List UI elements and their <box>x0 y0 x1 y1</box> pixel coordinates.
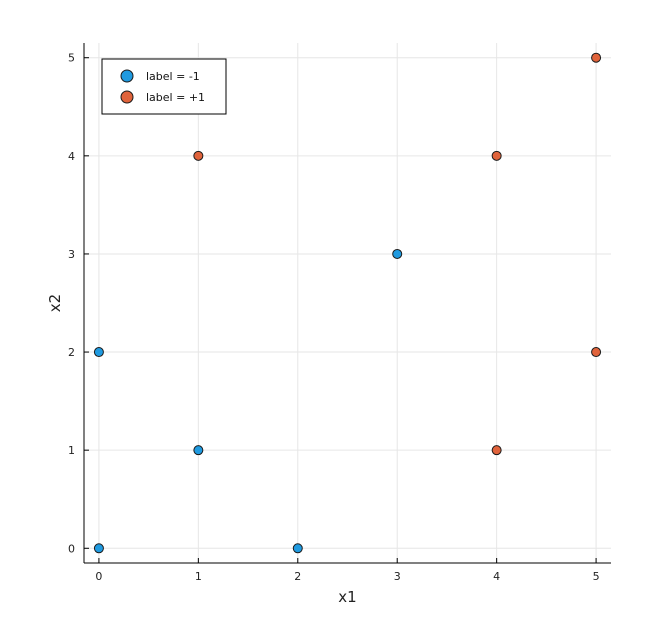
data-point-series-0 <box>392 248 403 259</box>
data-point-series-1 <box>491 445 502 456</box>
axes <box>83 43 611 564</box>
data-point-series-0 <box>93 543 104 554</box>
x-tick-label: 1 <box>195 570 202 583</box>
grid <box>84 43 611 563</box>
y-tick-label: 0 <box>68 542 75 555</box>
data-point-series-0 <box>193 445 204 456</box>
x-tick-label: 5 <box>593 570 600 583</box>
data-point-series-0 <box>292 543 303 554</box>
legend-label: label = -1 <box>146 70 200 83</box>
x-tick-label: 4 <box>493 570 500 583</box>
x-axis-label: x1 <box>338 588 356 606</box>
legend-marker <box>120 69 134 83</box>
legend-label: label = +1 <box>146 91 205 104</box>
x-tick-label: 2 <box>294 570 301 583</box>
y-tick-label: 3 <box>68 248 75 261</box>
x-tick-label: 3 <box>394 570 401 583</box>
tick-labels: 0 1 2 3 4 5 0 1 2 3 4 5 <box>68 52 600 583</box>
y-tick-label: 4 <box>68 150 75 163</box>
data-points <box>93 52 602 554</box>
legend-marker <box>120 90 134 104</box>
data-point-series-1 <box>193 150 204 161</box>
data-point-series-1 <box>591 52 602 63</box>
y-tick-label: 2 <box>68 346 75 359</box>
legend-box <box>101 58 227 115</box>
data-point-series-0 <box>93 347 104 358</box>
y-tick-label: 1 <box>68 444 75 457</box>
data-point-series-1 <box>591 347 602 358</box>
y-axis-label: x2 <box>46 294 64 312</box>
x-tick-label: 0 <box>95 570 102 583</box>
legend: label = -1 label = +1 <box>101 58 227 115</box>
data-point-series-1 <box>491 150 502 161</box>
y-tick-label: 5 <box>68 52 75 65</box>
